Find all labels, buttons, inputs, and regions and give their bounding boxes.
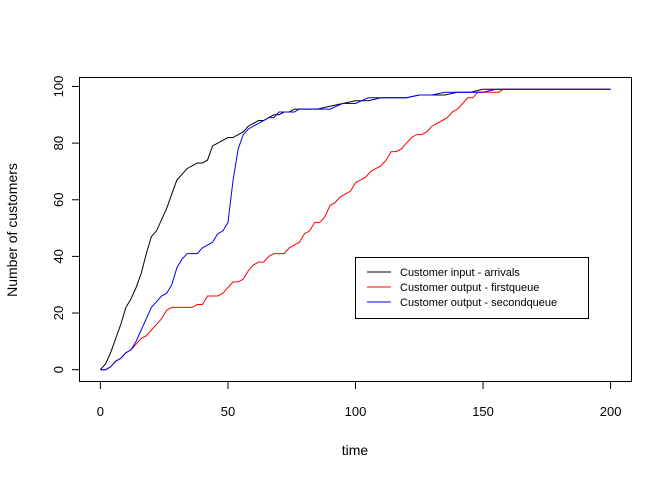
legend-box [355, 257, 589, 319]
y-tick-label: 20 [51, 306, 66, 320]
y-tick-label: 60 [51, 193, 66, 207]
plot-frame [79, 77, 632, 382]
legend-label-1: Customer input - arrivals [400, 267, 520, 279]
y-axis-title: Number of customers [4, 163, 20, 297]
x-tick-label: 0 [97, 404, 104, 419]
legend-label-3: Customer output - secondqueue [400, 297, 557, 309]
series-line-1 [100, 88, 611, 371]
y-axis: 0 20 40 60 80 100 [51, 76, 80, 373]
x-tick-label: 100 [345, 404, 367, 419]
series-lines [100, 88, 611, 371]
x-axis-title: time [342, 442, 369, 458]
y-tick-label: 80 [51, 136, 66, 150]
legend-label-2: Customer output - firstqueue [400, 282, 539, 294]
y-tick-label: 0 [51, 366, 66, 373]
x-axis: 0 50 100 150 200 [97, 381, 622, 419]
y-tick-label: 100 [51, 76, 66, 98]
legend: Customer input - arrivals Customer output… [355, 257, 589, 319]
x-tick-label: 200 [600, 404, 622, 419]
y-tick-label: 40 [51, 249, 66, 263]
series-line-2 [100, 88, 611, 371]
x-tick-label: 50 [221, 404, 235, 419]
series-line-3 [100, 88, 611, 371]
x-tick-label: 150 [472, 404, 494, 419]
